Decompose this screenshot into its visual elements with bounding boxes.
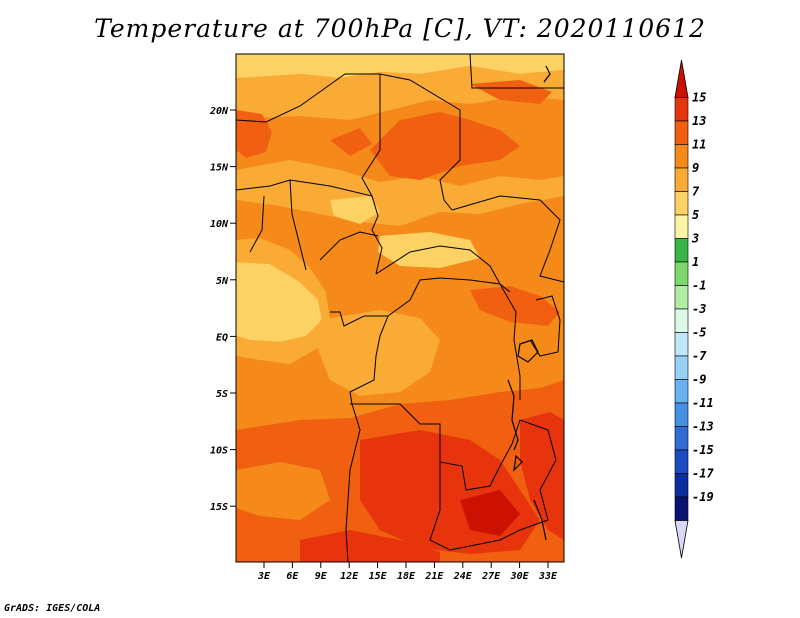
lat-tick-label: 15N — [210, 163, 229, 174]
lon-tick-label: 21E — [424, 571, 444, 582]
lon-tick-label: 30E — [510, 571, 530, 582]
colorbar-label: -7 — [692, 349, 707, 363]
lon-tick-label: 33E — [538, 571, 558, 582]
colorbar-label: 7 — [692, 185, 700, 199]
country-borders — [236, 54, 564, 562]
colorbar-label: -1 — [692, 279, 706, 293]
lon-tick-label: 6E — [286, 571, 299, 582]
colorbar-label: -3 — [692, 302, 706, 316]
lat-tick-label: 10N — [210, 219, 229, 230]
colorbar-label: 11 — [692, 138, 706, 152]
colorbar-swatch — [674, 426, 689, 451]
colorbar-label: 9 — [692, 161, 699, 175]
temperature-field — [236, 54, 564, 562]
colorbar-label: -11 — [692, 396, 714, 410]
colorbar: 15 13 11 9 7 5 3 1 -1 -3 -5 -7 -9 -11 -13 -15 -17 -19 — [674, 59, 714, 559]
lat-tick-label: 10S — [210, 446, 228, 457]
lon-tick-label: 12E — [340, 571, 359, 582]
lon-tick-label: 15E — [369, 571, 388, 582]
lakes — [507, 65, 551, 541]
colorbar-swatch — [674, 214, 689, 239]
colorbar-label: -17 — [692, 467, 714, 481]
colorbar-swatch — [674, 120, 689, 145]
colorbar-swatch — [674, 191, 689, 216]
lat-tick-label: 5S — [216, 389, 228, 400]
colorbar-swatch — [674, 167, 689, 192]
lat-tick-label: 15S — [210, 502, 228, 513]
colorbar-swatch — [674, 520, 689, 559]
colorbar-swatch — [674, 285, 689, 310]
colorbar-label: -15 — [692, 443, 714, 457]
colorbar-label: -19 — [692, 490, 714, 504]
colorbar-swatch — [674, 496, 689, 521]
colorbar-label: -13 — [692, 420, 714, 434]
colorbar-swatch — [674, 238, 689, 263]
longitude-axis: 3E 6E 9E 12E 15E 18E 21E 24E 27E 30E 33E — [257, 562, 558, 582]
lon-tick-label: 27E — [481, 571, 501, 582]
map-frame — [235, 53, 565, 563]
colorbar-label: 15 — [692, 91, 706, 105]
lon-tick-label: 3E — [257, 571, 271, 582]
colorbar-label: 3 — [691, 232, 699, 246]
lat-tick-label: 20N — [209, 106, 229, 117]
latitude-axis: 20N 15N 10N 5N EQ 5S 10S 15S — [209, 106, 236, 513]
lon-tick-label: 9E — [315, 571, 328, 582]
colorbar-swatch — [674, 449, 689, 474]
lat-tick-label: 5N — [216, 276, 229, 287]
lat-tick-label: EQ — [216, 332, 228, 343]
colorbar-label: -5 — [692, 326, 706, 340]
colorbar-swatch — [674, 355, 689, 380]
colorbar-swatch — [674, 97, 689, 122]
colorbar-swatch — [674, 379, 689, 404]
colorbar-swatch — [674, 59, 689, 98]
colorbar-swatch — [674, 332, 689, 357]
colorbar-swatch — [674, 473, 689, 498]
lon-tick-label: 18E — [397, 571, 416, 582]
colorbar-label: 5 — [692, 208, 699, 222]
colorbar-swatch — [674, 261, 689, 286]
lon-tick-label: 24E — [453, 571, 473, 582]
colorbar-swatch — [674, 144, 689, 169]
colorbar-swatch — [674, 402, 689, 427]
map-title: Temperature at 700hPa [C], VT: 202011061… — [94, 14, 706, 43]
colorbar-label: -9 — [692, 373, 706, 387]
grads-credit: GrADS: IGES/COLA — [4, 603, 101, 614]
colorbar-swatch — [674, 308, 689, 333]
colorbar-label: 13 — [692, 114, 706, 128]
colorbar-label: 1 — [692, 255, 699, 269]
